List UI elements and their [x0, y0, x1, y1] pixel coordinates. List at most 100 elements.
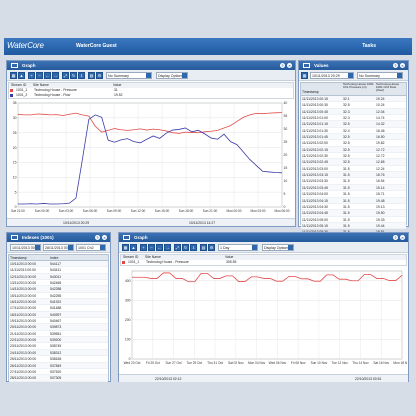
help-icon[interactable]: ?: [280, 63, 285, 68]
col-timestamp[interactable]: Timestamp: [10, 256, 27, 260]
table-row[interactable]: 11/11/2013 03:00 31.5 12.24: [301, 166, 406, 173]
x-tick-label: Sun 00:00: [35, 209, 50, 213]
close-icon[interactable]: ×: [400, 63, 405, 68]
col-timestamp[interactable]: Timestamp: [302, 90, 319, 94]
channel-select[interactable]: 1001 Ch2: [76, 244, 106, 251]
table-cell: 16.94: [376, 179, 385, 184]
table-row[interactable]: 10/11/2013 00:00 544117: [9, 261, 108, 268]
table-row[interactable]: 21/11/2013 00:00 539551: [9, 331, 108, 338]
table-row[interactable]: 28/11/2013 00:00 537305: [9, 375, 108, 382]
values-rows: 11/11/2013 00:15 32.1 19.24 11/11/2013 00:3…: [301, 96, 406, 249]
refresh-icon[interactable]: ↻: [182, 244, 189, 251]
close-icon[interactable]: ×: [102, 235, 107, 240]
help-icon[interactable]: ?: [393, 235, 398, 240]
zoom-in-icon[interactable]: +: [28, 72, 35, 79]
table-row[interactable]: 19/11/2013 00:00 540467: [9, 318, 108, 325]
display-options-select[interactable]: Display Options: [156, 72, 188, 79]
table-row[interactable]: 15/11/2013 00:00 542255: [9, 293, 108, 300]
summary-select[interactable]: No Summary: [106, 72, 152, 79]
table-row[interactable]: 11/11/2013 02:00 32.5 19.82: [301, 140, 406, 147]
table-row[interactable]: 27/11/2013 00:00 537520: [9, 369, 108, 376]
help-icon[interactable]: ?: [95, 235, 100, 240]
pan-right-icon[interactable]: →: [164, 244, 171, 251]
close-icon[interactable]: ×: [287, 63, 292, 68]
table-row[interactable]: 17/11/2013 00:00 541488: [9, 305, 108, 312]
help-icon[interactable]: ?: [393, 63, 398, 68]
print-icon[interactable]: ▤: [88, 72, 95, 79]
zoom-in-icon[interactable]: +: [140, 244, 147, 251]
display-options-select[interactable]: Display Options: [262, 244, 294, 251]
table-row[interactable]: 11/11/2013 01:00 32.3 14.74: [301, 115, 406, 122]
table-row[interactable]: 11/11/2013 01:45 32.5 16.50: [301, 134, 406, 141]
date-from-field[interactable]: 10/11/2013 20:29: [310, 72, 354, 79]
legend-row[interactable]: 1001_1 Technolog House - Pressure 31: [9, 88, 293, 93]
table-row[interactable]: 11/11/2013 03:15 31.5 18.76: [301, 172, 406, 179]
pan-right-icon[interactable]: →: [52, 72, 59, 79]
col-flow[interactable]: Technolog House 1001 Ch2 Flow (l/sec): [376, 83, 400, 93]
table-row[interactable]: 25/11/2013 00:00 538165: [9, 356, 108, 363]
period-select[interactable]: 1 Day: [218, 244, 258, 251]
col-pressure[interactable]: Technolog House 1001 Ch1 Pressure (m): [343, 83, 374, 90]
brand-logo[interactable]: WaterCore: [7, 41, 44, 50]
table-row[interactable]: 11/11/2013 04:00 31.5 15.71: [301, 191, 406, 198]
summary-select[interactable]: No Summary: [357, 72, 403, 79]
settings-icon[interactable]: ⚙: [208, 244, 215, 251]
table-row[interactable]: 14/11/2013 00:00 542288: [9, 286, 108, 293]
zoom-out-icon[interactable]: −: [36, 72, 43, 79]
export-icon[interactable]: ⇩: [190, 244, 197, 251]
table-row[interactable]: 11/11/2013 01:15 32.5 14.32: [301, 121, 406, 128]
table-row[interactable]: 11/11/2013 00:30 32.5 10.24: [301, 102, 406, 109]
line-chart-2[interactable]: 0 100 200 300 400 Wed 23 Oct Fri 25 Oct Sun 27 …: [120, 267, 407, 374]
table-row[interactable]: 11/11/2013 02:30 32.5 12.72: [301, 153, 406, 160]
table-row[interactable]: 11/11/2013 04:15 31.5 19.48: [301, 197, 406, 204]
graph-icon: [11, 63, 18, 68]
pan-left-icon[interactable]: ←: [156, 244, 163, 251]
x-tick-label: Sun 12:00: [131, 209, 146, 213]
table-row[interactable]: 16/11/2013 00:00 541922: [9, 299, 108, 306]
col-index[interactable]: Index: [50, 256, 59, 260]
calendar-icon[interactable]: ▦: [301, 72, 308, 79]
table-row[interactable]: 26/11/2013 00:00 537849: [9, 362, 108, 369]
table-row[interactable]: 11/11/2013 05:00 31.5 19.33: [301, 217, 406, 223]
calendar-icon[interactable]: ▦: [122, 244, 129, 251]
table-row[interactable]: 11/11/2013 03:30 31.5 16.94: [301, 178, 406, 185]
table-row[interactable]: 11/11/2013 02:15 32.5 12.72: [301, 146, 406, 154]
table-row[interactable]: 13/11/2013 00:00 542465: [9, 280, 108, 287]
table-row[interactable]: 11/11/2013 00:15 32.1 19.24: [301, 96, 406, 103]
refresh-icon[interactable]: ↻: [70, 72, 77, 79]
table-row[interactable]: 11/11/2013 00:00 543411: [9, 267, 108, 274]
table-row[interactable]: 24/11/2013 00:00 538312: [9, 349, 108, 357]
table-row[interactable]: 22/11/2013 00:00 539200: [9, 337, 108, 344]
chart-type-icon[interactable]: ▲: [130, 244, 137, 251]
fullscreen-icon[interactable]: ⤢: [174, 244, 181, 251]
line-chart-1[interactable]: 0 5 10 15 20 25 30 35 0 5 10 15 20 25 30 35 40 Sat 21:00 S…: [8, 99, 294, 217]
zoom-out-icon[interactable]: −: [148, 244, 155, 251]
export-icon[interactable]: ⇩: [78, 72, 85, 79]
calendar-icon[interactable]: ▦: [10, 72, 17, 79]
fullscreen-icon[interactable]: ⤢: [62, 72, 69, 79]
table-row[interactable]: 20/11/2013 00:00 539873: [9, 324, 108, 331]
table-row[interactable]: 11/11/2013 05:15 31.5 19.44: [301, 222, 406, 230]
table-row[interactable]: 11/11/2013 01:30 32.4 16.46: [301, 128, 406, 135]
legend-row[interactable]: 1001_1 Technolog House - Pressure 305.55: [121, 260, 406, 265]
print-icon[interactable]: ▤: [200, 244, 207, 251]
settings-icon[interactable]: ⚙: [96, 72, 103, 79]
table-cell: 12/11/2013 00:00: [10, 274, 37, 279]
table-row[interactable]: 11/11/2013 00:45 32.3 12.04: [301, 108, 406, 116]
table-row[interactable]: 18/11/2013 00:00 540997: [9, 311, 108, 319]
date-to-field[interactable]: 28/11/2013 00:00: [43, 244, 74, 251]
x-tick-label: Thu 31 Oct: [207, 361, 223, 365]
close-icon[interactable]: ×: [400, 235, 405, 240]
tasks-menu[interactable]: Tasks: [362, 43, 376, 49]
table-row[interactable]: 11/11/2013 02:45 32.5 12.65: [301, 159, 406, 166]
date-from-field[interactable]: 10/11/2013 00:00: [10, 244, 41, 251]
table-row[interactable]: 12/11/2013 00:00 543011: [9, 273, 108, 281]
table-row[interactable]: 23/11/2013 00:00 538745: [9, 343, 108, 350]
table-row[interactable]: 11/11/2013 03:45 31.5 15.14: [301, 184, 406, 192]
legend-id: 1001_2: [16, 93, 28, 97]
pan-left-icon[interactable]: ←: [44, 72, 51, 79]
legend-row[interactable]: 1001_2 Technolog House - Flow 19.52: [9, 93, 293, 98]
chart-type-icon[interactable]: ▲: [18, 72, 25, 79]
table-row[interactable]: 11/11/2013 04:45 31.5 19.50: [301, 210, 406, 217]
table-row[interactable]: 11/11/2013 04:30 31.5 19.13: [301, 204, 406, 211]
